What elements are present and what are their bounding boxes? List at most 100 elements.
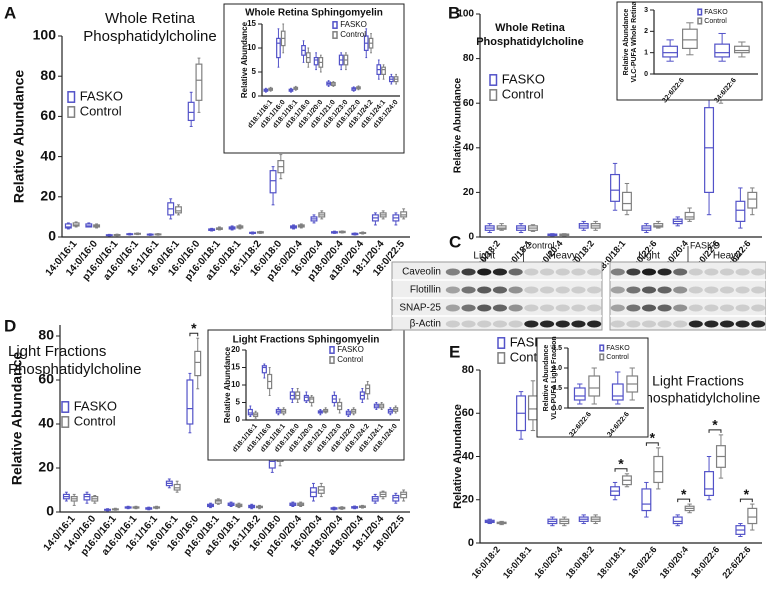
band: [539, 268, 555, 276]
box: [187, 101, 195, 122]
y-tick-label: 0.0: [552, 405, 562, 412]
band: [610, 286, 625, 294]
y-axis-label: Relative Abundance: [623, 9, 630, 76]
y-tick-label: 0: [236, 415, 241, 424]
band: [735, 268, 750, 276]
box: [381, 66, 386, 75]
y-tick-label: 0: [644, 71, 648, 78]
band: [719, 304, 735, 312]
band: [492, 304, 508, 312]
significance-mark: *: [681, 486, 687, 502]
band: [673, 304, 688, 312]
legend-label: FASKO: [606, 345, 630, 352]
band: [673, 268, 688, 276]
chart-title: Light Fractions: [652, 373, 744, 389]
band: [735, 320, 750, 328]
chart-title: Whole Retina Sphingomyelin: [245, 8, 383, 19]
chart: 0 1 2 3 Relative Abundance VLC-PUFA Whole Ret…: [616, 1, 763, 104]
legend-swatch: [67, 106, 76, 118]
y-tick-label: 40: [38, 415, 54, 431]
significance-mark: *: [744, 486, 750, 502]
legend-swatch: [599, 353, 605, 361]
panel-label: A: [4, 3, 16, 22]
y-axis-label: Relative Abundance: [9, 352, 25, 486]
band: [587, 268, 602, 276]
y-axis-label: Relative Abundance: [240, 21, 249, 98]
y-tick-label: 40: [462, 450, 474, 462]
fraction-label: Light: [638, 251, 660, 262]
band: [477, 268, 492, 276]
chart-title: Whole Retina: [495, 22, 566, 34]
y-tick-label: 60: [38, 371, 54, 387]
box: [704, 471, 715, 497]
band: [626, 268, 641, 276]
band: [445, 304, 460, 312]
legend-swatch: [497, 352, 506, 364]
box: [653, 455, 664, 484]
band: [704, 320, 719, 328]
band: [751, 320, 766, 328]
chart-title: Phosphatidylcholine: [83, 28, 216, 45]
significance-bracket: [189, 332, 199, 337]
y-axis-label: Relative Abundance: [543, 345, 550, 412]
band: [555, 304, 570, 312]
fraction-label: Light: [473, 251, 495, 262]
legend-label: FASKO: [80, 88, 123, 103]
legend-swatch: [329, 346, 335, 354]
box: [714, 43, 731, 58]
x-tick-label: 18:0/18:1: [595, 544, 627, 580]
y-tick-label: 40: [40, 147, 56, 163]
box: [684, 211, 695, 220]
y-tick-label: 1.0: [552, 365, 562, 372]
y-tick-label: 20: [463, 187, 475, 198]
band: [657, 320, 672, 328]
significance-mark: *: [191, 320, 197, 336]
y-tick-label: 10: [231, 380, 240, 389]
band: [461, 320, 476, 328]
legend-label: Control: [337, 355, 363, 364]
band: [555, 320, 570, 328]
legend-swatch: [599, 344, 605, 352]
band: [704, 304, 719, 312]
legend-swatch: [497, 337, 506, 349]
legend-swatch: [332, 21, 338, 29]
band: [626, 304, 641, 312]
box: [573, 387, 586, 401]
box: [641, 488, 652, 512]
box: [704, 107, 715, 194]
y-tick-label: 60: [463, 98, 475, 109]
fraction-label: Heavy: [549, 251, 577, 262]
y-tick-label: 5: [252, 67, 257, 76]
y-axis-label: VLC-PUFA Whole Retina: [631, 1, 638, 82]
band: [445, 286, 460, 294]
legend-swatch: [697, 17, 703, 25]
y-tick-label: 20: [462, 494, 474, 506]
y-tick-label: 0: [48, 228, 56, 244]
band: [461, 286, 476, 294]
significance-bracket: [708, 429, 722, 433]
y-tick-label: 2: [644, 28, 648, 35]
band: [524, 304, 539, 312]
row-label: Flotillin: [410, 285, 441, 296]
band: [610, 304, 625, 312]
band: [719, 320, 735, 328]
box: [276, 37, 281, 59]
fraction-label: Heavy: [713, 251, 741, 262]
chart-title: Phosphatidylcholine: [8, 361, 141, 378]
y-axis-label: VLC-PUFA Light Fraction: [551, 336, 558, 419]
band: [719, 286, 735, 294]
legend-swatch: [61, 416, 70, 428]
band: [751, 268, 766, 276]
legend-label: Control: [340, 30, 366, 39]
panel-label: C: [449, 232, 461, 251]
legend-swatch: [697, 8, 703, 16]
box: [313, 56, 319, 66]
band: [571, 286, 586, 294]
band: [492, 268, 508, 276]
band: [688, 286, 703, 294]
band: [673, 286, 688, 294]
band: [571, 268, 586, 276]
y-axis-label: Relative Abundance: [453, 77, 464, 173]
significance-bracket: [614, 468, 628, 472]
